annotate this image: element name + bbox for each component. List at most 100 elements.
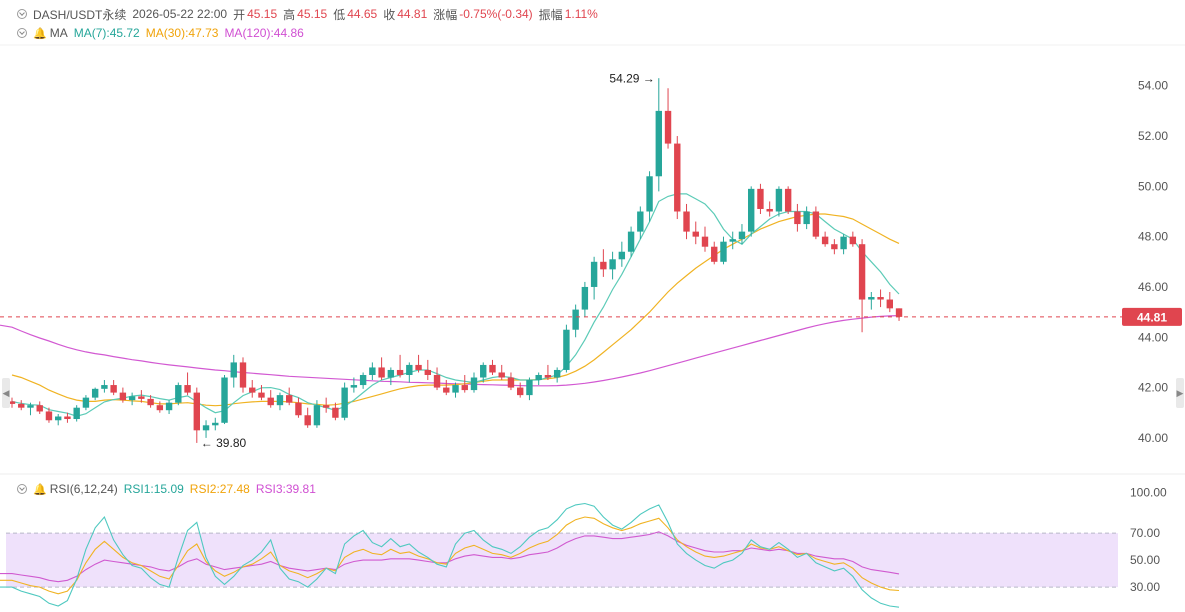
candle-body — [415, 364, 422, 370]
candle-body — [82, 397, 90, 408]
candle-body — [572, 309, 579, 330]
close-value: 44.81 — [397, 7, 428, 21]
ma30-legend: MA(30):47.73 — [145, 26, 219, 40]
high-value: 45.15 — [297, 7, 328, 21]
candle-body — [470, 377, 478, 391]
candle-body — [221, 377, 228, 423]
candle-body — [526, 380, 533, 396]
scroll-right-icon[interactable]: ▶ — [1176, 378, 1184, 408]
candle-body — [544, 374, 552, 378]
candle-body — [627, 231, 635, 252]
collapse-chevron-icon[interactable] — [17, 484, 27, 494]
candle-body — [147, 398, 154, 406]
candle-body — [396, 369, 404, 375]
candle-body — [590, 261, 598, 287]
candle-body — [45, 411, 53, 421]
candle-body — [720, 241, 727, 262]
candle-body — [517, 387, 524, 396]
rsi-axis-tick-label: 30.00 — [1130, 580, 1160, 594]
candle-body — [498, 372, 505, 378]
candle-body — [258, 392, 265, 398]
candle-body — [249, 387, 256, 393]
candle-body — [267, 397, 274, 406]
candle-body — [794, 211, 801, 225]
change-value: -0.75%(-0.34) — [459, 7, 533, 21]
rsi-axis-tick-label: 70.00 — [1130, 526, 1160, 540]
candle-body — [535, 374, 542, 381]
candle-body — [600, 261, 607, 270]
candle-body — [480, 364, 487, 378]
candle-body — [304, 415, 311, 426]
candle-body — [332, 407, 339, 418]
ma-legend-row: 🔔 MA MA(7):45.72 MA(30):47.73 MA(120):44… — [0, 24, 310, 42]
ma30-line — [11, 213, 900, 407]
candle-body — [553, 369, 561, 378]
collapse-chevron-icon[interactable] — [17, 28, 27, 38]
candle-body — [119, 392, 127, 401]
candle-body — [729, 239, 736, 242]
candle-body — [452, 385, 459, 393]
price-axis-tick-label: 44.00 — [1138, 330, 1168, 344]
candle-body — [895, 308, 903, 317]
price-axis-tick-label: 40.00 — [1138, 431, 1168, 445]
candle-body — [156, 405, 164, 411]
symbol-label: DASH/USDT永续 — [33, 7, 127, 22]
amplitude-label: 振幅 — [538, 7, 563, 22]
rsi2-legend: RSI2:27.48 — [189, 482, 250, 496]
candle-body — [821, 236, 829, 245]
price-axis-tick-label: 48.00 — [1138, 230, 1168, 244]
candle-body — [239, 362, 247, 388]
candle-body — [609, 259, 616, 270]
candle-body — [849, 236, 857, 245]
price-axis-tick-label: 52.00 — [1138, 129, 1168, 143]
candle-body — [443, 387, 450, 393]
candle-body — [313, 405, 321, 426]
bell-icon[interactable]: 🔔 — [33, 483, 47, 496]
candle-body — [489, 364, 496, 373]
candle-body — [803, 211, 810, 225]
candle-body — [165, 402, 173, 411]
rsi-band — [6, 533, 1118, 588]
low-label: 低 — [333, 7, 346, 22]
candle-body — [683, 211, 690, 232]
scroll-left-icon[interactable]: ◀ — [2, 378, 10, 408]
candle-body — [655, 110, 662, 177]
candle-body — [637, 211, 644, 232]
bell-icon[interactable]: 🔔 — [33, 27, 47, 40]
rsi1-legend: RSI1:15.09 — [123, 482, 184, 496]
candle-body — [212, 422, 219, 426]
candle-body — [424, 369, 431, 375]
candle-body — [8, 401, 16, 404]
candle-body — [202, 425, 210, 431]
max-price-marker: 54.29 → — [609, 71, 654, 85]
candle-body — [128, 396, 136, 401]
ohlc-info-row: DASH/USDT永续 2026-05-22 22:00 开 45.15 高 4… — [0, 5, 604, 23]
collapse-chevron-icon[interactable] — [17, 9, 27, 19]
rsi1-line — [0, 502, 900, 608]
ma-label: MA — [49, 26, 68, 40]
candle-body — [276, 395, 284, 406]
candle-body — [748, 188, 755, 232]
candle-body — [711, 246, 718, 262]
candle-body — [36, 405, 43, 412]
price-axis-tick-label: 50.00 — [1138, 179, 1168, 193]
candle-body — [101, 385, 108, 389]
high-label: 高 — [283, 7, 296, 22]
candle-body — [378, 367, 385, 378]
change-label: 涨幅 — [433, 7, 458, 22]
candle-body — [692, 231, 699, 237]
candle-body — [64, 416, 71, 420]
candle-body — [757, 188, 764, 209]
rsi3-line — [0, 531, 900, 583]
candle-body — [341, 387, 348, 418]
rsi-axis-tick-label: 100.00 — [1130, 486, 1167, 500]
ma120-legend: MA(120):44.86 — [224, 26, 304, 40]
candle-body — [812, 211, 820, 237]
candle-body — [831, 244, 838, 250]
min-price-marker: ← 39.80 — [201, 436, 247, 450]
close-label: 收 — [383, 7, 396, 22]
candle-body — [286, 395, 293, 403]
candle-body — [369, 367, 376, 375]
rsi3-legend: RSI3:39.81 — [255, 482, 316, 496]
